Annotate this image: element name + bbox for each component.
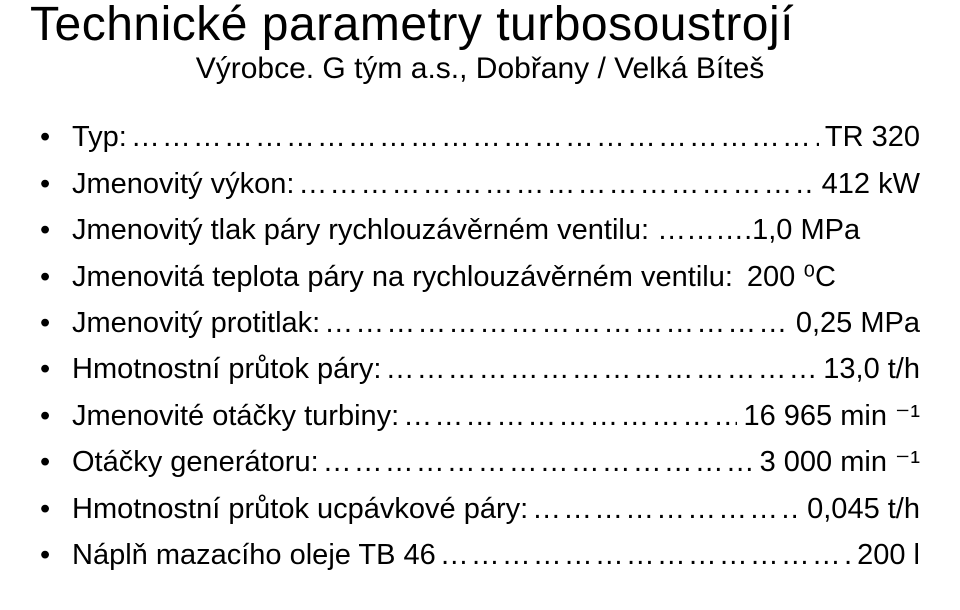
spec-label: Hmotnostní průtok ucpávkové páry:: [72, 486, 528, 532]
spec-value: 13,0 t/h: [817, 346, 920, 392]
bullet-icon: •: [40, 532, 72, 578]
spec-row: •Hmotnostní průtok páry: 13,0 t/h: [40, 346, 920, 392]
spec-dots: [436, 532, 851, 578]
spec-row: •Jmenovitý výkon: 412 kW: [40, 161, 920, 207]
spec-label: Jmenovitá teplota páry na rychlouzávěrné…: [72, 254, 733, 300]
spec-value: 200 ⁰C: [741, 254, 836, 300]
spec-row: •Jmenovité otáčky turbiny: 16 965 min ⁻¹: [40, 393, 920, 439]
spec-row: •Jmenovitá teplota páry na rychlouzávěrn…: [40, 254, 920, 300]
spec-value: 412 kW: [816, 161, 920, 207]
bullet-icon: •: [40, 254, 72, 300]
spec-label: Hmotnostní průtok páry:: [72, 346, 381, 392]
spec-dots: [399, 393, 737, 439]
spec-dots: [127, 114, 819, 160]
spec-dots: [381, 346, 817, 392]
spec-value: 3 000 min ⁻¹: [754, 439, 920, 485]
bullet-icon: •: [40, 393, 72, 439]
spec-dots: [319, 439, 754, 485]
spec-row: •Otáčky generátoru: 3 000 min ⁻¹: [40, 439, 920, 485]
spec-dots: [528, 486, 801, 532]
spec-value: TR 320: [819, 114, 920, 160]
page-subtitle: Výrobce. G tým a.s., Dobřany / Velká Bít…: [30, 52, 930, 86]
spec-row: •Jmenovitý tlak páry rychlouzávěrném ven…: [40, 207, 920, 253]
bullet-icon: •: [40, 439, 72, 485]
page-title: Technické parametry turbosoustrojí: [30, 0, 930, 50]
spec-label: Jmenovitý protitlak:: [72, 300, 320, 346]
spec-list: •Typ:TR 320•Jmenovitý výkon:412 kW•Jmeno…: [30, 114, 930, 578]
spec-row: •Typ: TR 320: [40, 114, 920, 160]
spec-value: 16 965 min ⁻¹: [737, 393, 920, 439]
spec-dots: [294, 161, 815, 207]
document-page: Technické parametry turbosoustrojí Výrob…: [0, 0, 960, 610]
spec-label: Jmenovité otáčky turbiny:: [72, 393, 399, 439]
spec-dots: [320, 300, 790, 346]
spec-label: Typ:: [72, 114, 127, 160]
bullet-icon: •: [40, 114, 72, 160]
bullet-icon: •: [40, 486, 72, 532]
bullet-icon: •: [40, 207, 72, 253]
bullet-icon: •: [40, 161, 72, 207]
spec-row: •Hmotnostní průtok ucpávkové páry: 0,045 …: [40, 486, 920, 532]
spec-value: 200 l: [851, 532, 920, 578]
spec-value: 0,25 MPa: [790, 300, 920, 346]
bullet-icon: •: [40, 300, 72, 346]
spec-label: Náplň mazacího oleje TB 46: [72, 532, 436, 578]
spec-value: 0,045 t/h: [801, 486, 920, 532]
spec-row: •Náplň mazacího oleje TB 46 200 l: [40, 532, 920, 578]
spec-row: •Jmenovitý protitlak: 0,25 MPa: [40, 300, 920, 346]
bullet-icon: •: [40, 346, 72, 392]
spec-full-line: Jmenovitý tlak páry rychlouzávěrném vent…: [72, 207, 920, 253]
spec-label: Jmenovitý výkon:: [72, 161, 294, 207]
spec-label: Otáčky generátoru:: [72, 439, 319, 485]
